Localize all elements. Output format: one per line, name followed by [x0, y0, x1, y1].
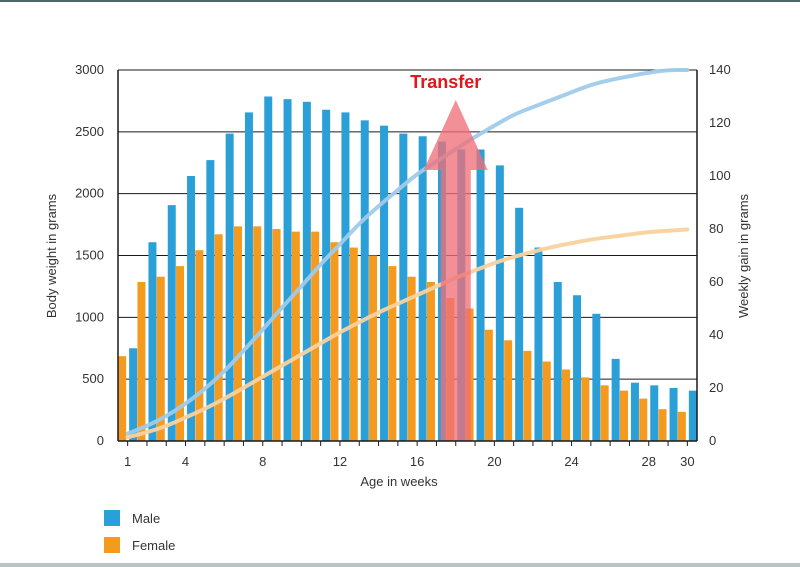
bar-female-week-2: [137, 282, 146, 441]
y-tick-label-right: 100: [709, 168, 731, 183]
x-tick-label: 20: [487, 454, 501, 469]
grid: [118, 69, 697, 380]
x-tick-label: 16: [410, 454, 424, 469]
y-tick-label-left: 1500: [75, 248, 104, 263]
legend-item-female: Female: [104, 536, 175, 554]
x-tick-label: 30: [680, 454, 694, 469]
legend-swatch-male: [104, 510, 120, 526]
bar-male-week-12: [341, 112, 350, 442]
bar-male-week-26: [611, 358, 620, 441]
bar-male-week-11: [322, 109, 331, 441]
bar-female-week-20: [484, 329, 493, 441]
bar-male-week-13: [360, 120, 369, 441]
y-tick-label-left: 3000: [75, 62, 104, 77]
x-tick-label: 8: [259, 454, 266, 469]
bar-female-week-25: [581, 377, 590, 441]
x-tick-label: 1: [124, 454, 131, 469]
bar-female-week-23: [542, 361, 551, 441]
transfer-arrow: [423, 100, 488, 441]
bar-male-week-3: [167, 205, 176, 441]
y-tick-label-right: 120: [709, 115, 731, 130]
y-tick-label-right: 140: [709, 62, 731, 77]
bar-male-week-22: [534, 247, 543, 441]
bar-male-week-20: [495, 165, 504, 441]
bar-female-week-24: [562, 369, 571, 441]
bar-female-week-6: [214, 234, 223, 441]
bar-male-week-14: [380, 125, 389, 442]
bar-male-week-6: [225, 133, 234, 441]
bar-male-week-23: [553, 282, 562, 441]
bar-female-week-22: [523, 350, 532, 441]
bar-male-week-15: [399, 133, 408, 441]
bar-male-week-16: [418, 136, 427, 441]
bar-male-week-27: [630, 382, 639, 441]
y-tick-label-left: 0: [97, 433, 104, 448]
bar-male-week-8: [264, 96, 273, 441]
y-tick-label-right: 0: [709, 433, 716, 448]
y-tick-label-right: 20: [709, 380, 723, 395]
bar-male-week-30: [688, 390, 697, 441]
bar-male-week-19: [476, 149, 485, 441]
bar-female-week-16: [407, 276, 416, 441]
y-tick-label-left: 2500: [75, 124, 104, 139]
bar-male-week-29: [669, 388, 678, 441]
bar-female-week-1: [118, 356, 127, 441]
transfer-annotation: Transfer: [410, 72, 488, 441]
bar-female-week-17: [426, 282, 435, 441]
bar-female-week-7: [233, 226, 242, 441]
x-tick-label: 28: [642, 454, 656, 469]
bar-female-week-29: [658, 409, 667, 441]
line-male: [125, 68, 690, 436]
bar-male-week-25: [592, 313, 601, 441]
bar-female-week-9: [272, 229, 281, 441]
bar-female-week-26: [600, 385, 609, 441]
bar-female-week-14: [369, 255, 378, 441]
bottom-border: [0, 563, 800, 567]
y-tick-label-left: 2000: [75, 186, 104, 201]
bar-female-week-21: [504, 340, 513, 441]
y-tick-label-right: 60: [709, 274, 723, 289]
y-tick-label-left: 500: [82, 371, 104, 386]
bar-female-week-27: [619, 390, 628, 441]
legend-item-male: Male: [104, 509, 160, 527]
y-tick-label-right: 40: [709, 327, 723, 342]
bar-male-week-7: [244, 112, 253, 442]
top-border: [0, 0, 800, 2]
bar-female-week-28: [639, 398, 648, 441]
bar-female-week-3: [156, 276, 165, 441]
y-axis-title-left: Body weight in grams: [44, 193, 59, 318]
bar-female-week-11: [311, 231, 320, 441]
y-axis-title-right: Weekly gain in grams: [736, 193, 751, 318]
x-tick-label: 24: [564, 454, 578, 469]
bar-male-week-21: [515, 207, 524, 441]
legend-label-female: Female: [132, 537, 176, 553]
bar-male-week-28: [650, 385, 659, 441]
bar-male-week-5: [206, 160, 215, 441]
bar-female-week-12: [330, 242, 339, 441]
bar-female-week-5: [195, 250, 204, 441]
bar-male-week-24: [573, 295, 582, 441]
bar-female-week-4: [176, 266, 185, 441]
line-female: [125, 227, 690, 440]
axes: 0500100015002000250030000204060801001201…: [75, 62, 731, 469]
transfer-label: Transfer: [410, 72, 481, 92]
bar-male-week-10: [302, 101, 311, 442]
legend-label-male: Male: [132, 510, 161, 526]
x-axis-title: Age in weeks: [360, 474, 438, 489]
bar-female-week-15: [388, 266, 397, 441]
bar-male-week-4: [187, 176, 196, 441]
y-tick-label-right: 80: [709, 221, 723, 236]
x-tick-label: 4: [182, 454, 189, 469]
bar-male-week-1: [129, 348, 138, 441]
y-tick-label-left: 1000: [75, 309, 104, 324]
bar-male-week-9: [283, 99, 292, 442]
lines: [125, 68, 690, 440]
bar-female-week-13: [349, 247, 358, 441]
legend-swatch-female: [104, 537, 120, 553]
x-tick-label: 12: [333, 454, 347, 469]
bar-female-week-30: [677, 411, 686, 441]
bar-female-week-10: [291, 231, 300, 441]
bar-male-week-2: [148, 242, 157, 441]
